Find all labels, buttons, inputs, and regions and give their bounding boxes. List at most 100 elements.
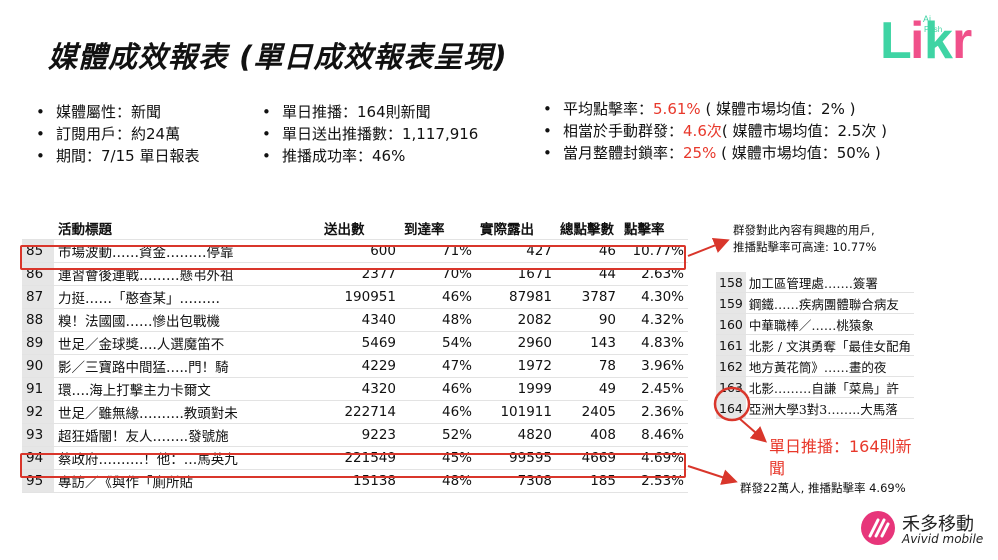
row-index: 89 [22, 331, 54, 355]
side-title: 加工區管理處…….簽署 [745, 272, 915, 293]
circle-164 [713, 386, 751, 422]
row-impressions: 1972 [476, 354, 556, 378]
row-sent: 5469 [320, 331, 400, 355]
row-index: 91 [22, 377, 54, 401]
svg-text:Push: Push [924, 25, 942, 34]
list-item: 161 北影 / 文淇勇奪「最佳女配角 [716, 334, 915, 356]
side-title: 地方黃花筒》……畫的夜 [745, 355, 915, 377]
page-title: 媒體成效報表 (單日成效報表呈現) [48, 40, 508, 74]
row-ctr: 2.36% [620, 400, 688, 424]
header-clicks: 總點擊數 [556, 217, 620, 240]
side-title: 中華職棒／……桃猿象 [745, 313, 915, 335]
callout-line-1: 單日推播：164則新 [769, 437, 912, 456]
side-title: 鋼鐵……疾病團體聯合病友 [745, 292, 915, 314]
table-row: 89 世足／金球獎….人選魔笛不 5469 54% 2960 143 4.83% [22, 331, 688, 355]
list-item: 158 加工區管理處…….簽署 [716, 272, 915, 293]
header-index [22, 217, 54, 240]
side-list: 158 加工區管理處…….簽署 159 鋼鐵……疾病團體聯合病友 160 中華職棒／……桃… [716, 272, 915, 419]
bullet-avg-ctr: 平均點擊率：5.61% ( 媒體市場均值：2% ) [543, 98, 887, 120]
note-top: 群發對此內容有興趣的用戶, 推播點擊率可高達: 10.77% [733, 222, 876, 256]
side-title: 亞洲大學3對3……..大馬落 [745, 397, 915, 419]
row-sent: 9223 [320, 423, 400, 447]
side-title: 北影 / 文淇勇奪「最佳女配角 [745, 334, 915, 356]
info-column-2: 單日推播：164則新聞 單日送出推播數：1,117,916 推播成功率：46% [262, 101, 478, 167]
bullet-block-rate: 當月整體封鎖率：25% ( 媒體市場均值：50% ) [543, 142, 887, 164]
svg-text:r: r [952, 12, 972, 68]
side-index: 160 [716, 313, 746, 335]
arrow-to-callout [739, 418, 768, 443]
row-index: 88 [22, 308, 54, 332]
side-index: 164 [716, 397, 746, 419]
side-index: 159 [716, 292, 746, 314]
side-index: 162 [716, 355, 746, 377]
arrow-to-note-bottom [687, 465, 738, 485]
row-ctr: 4.83% [620, 331, 688, 355]
row-title: 世足／雖無緣……….教頭對未 [54, 400, 320, 424]
brand-en: Avivid mobile [902, 532, 984, 546]
report-table: 活動標題 送出數 到達率 實際露出 總點擊數 點擊率 85 市場波動……資金………… [22, 217, 688, 493]
header-ctr: 點擊率 [620, 217, 688, 240]
brand-cn: 禾多移動 [902, 514, 974, 535]
row-clicks: 143 [556, 331, 620, 355]
row-reach-rate: 48% [400, 308, 476, 332]
header-impressions: 實際露出 [476, 217, 556, 240]
table-row: 86 連習會後連戰………懸弔外祖 2377 70% 1671 44 2.63% [22, 262, 688, 286]
row-title: 專訪／《與作「廁所貼 [54, 469, 320, 493]
row-ctr: 2.45% [620, 377, 688, 401]
row-ctr: 4.30% [620, 285, 688, 309]
row-reach-rate: 54% [400, 331, 476, 355]
row-title: 糗！法國國……慘出包戰機 [54, 308, 320, 332]
row-ctr: 8.46% [620, 423, 688, 447]
bullet-media-type: 媒體屬性：新聞 [36, 101, 199, 123]
list-item: 163 北影………自謙「菜鳥」許 [716, 376, 915, 398]
bullet-period: 期間：7/15 單日報表 [36, 145, 199, 167]
list-item: 164 亞洲大學3對3……..大馬落 [716, 397, 915, 419]
row-ctr: 4.32% [620, 308, 688, 332]
row-title: 世足／金球獎….人選魔笛不 [54, 331, 320, 355]
bullet-daily-sent: 單日送出推播數：1,117,916 [262, 123, 478, 145]
row-impressions: 4820 [476, 423, 556, 447]
row-impressions: 2082 [476, 308, 556, 332]
table-header-row: 活動標題 送出數 到達率 實際露出 總點擊數 點擊率 [22, 217, 688, 240]
row-title: 環….海上打擊主力卡爾文 [54, 377, 320, 401]
row-clicks: 2405 [556, 400, 620, 424]
row-reach-rate: 52% [400, 423, 476, 447]
row-clicks: 49 [556, 377, 620, 401]
table-row: 91 環….海上打擊主力卡爾文 4320 46% 1999 49 2.45% [22, 377, 688, 401]
list-item: 162 地方黃花筒》……畫的夜 [716, 355, 915, 377]
table-row: 88 糗！法國國……慘出包戰機 4340 48% 2082 90 4.32% [22, 308, 688, 332]
likr-logo: L i k r Ai Push [880, 12, 972, 68]
table-row: 87 力挺……「憨查某」……… 190951 46% 87981 3787 4.30% [22, 285, 688, 309]
row-impressions: 101911 [476, 400, 556, 424]
side-index: 161 [716, 334, 746, 356]
list-item: 159 鋼鐵……疾病團體聯合病友 [716, 292, 915, 314]
svg-text:k: k [924, 12, 953, 68]
row-title: 力挺……「憨查某」……… [54, 285, 320, 309]
list-item: 160 中華職棒／……桃猿象 [716, 313, 915, 335]
row-index: 94 [22, 446, 54, 470]
table-row: 90 影／三寶路中間猛…..門！騎 4229 47% 1972 78 3.96% [22, 354, 688, 378]
table-row: 92 世足／雖無緣……….教頭對未 222714 46% 101911 2405 2.36% [22, 400, 688, 424]
row-index: 90 [22, 354, 54, 378]
bullet-success-rate: 推播成功率：46% [262, 145, 478, 167]
svg-text:i: i [910, 12, 924, 68]
row-sent: 4320 [320, 377, 400, 401]
row-sent: 222714 [320, 400, 400, 424]
row-reach-rate: 47% [400, 354, 476, 378]
row-sent: 4340 [320, 308, 400, 332]
header-title: 活動標題 [54, 217, 320, 240]
row-index: 87 [22, 285, 54, 309]
row-title: 影／三寶路中間猛…..門！騎 [54, 354, 320, 378]
row-index: 92 [22, 400, 54, 424]
row-index: 93 [22, 423, 54, 447]
table-row: 95 專訪／《與作「廁所貼 15138 48% 7308 185 2.53% [22, 469, 688, 493]
bullet-equivalent-sends: 相當於手動群發：4.6次( 媒體市場均值：2.5次 ) [543, 120, 887, 142]
highlight-row-85 [20, 245, 686, 270]
side-index: 158 [716, 272, 746, 293]
svg-text:Ai: Ai [923, 14, 931, 24]
bullet-daily-push: 單日推播：164則新聞 [262, 101, 478, 123]
row-clicks: 78 [556, 354, 620, 378]
daily-push-callout: 單日推播：164則新 聞 [769, 436, 912, 480]
header-reach-rate: 到達率 [400, 217, 476, 240]
avivid-logo-icon [861, 511, 895, 545]
